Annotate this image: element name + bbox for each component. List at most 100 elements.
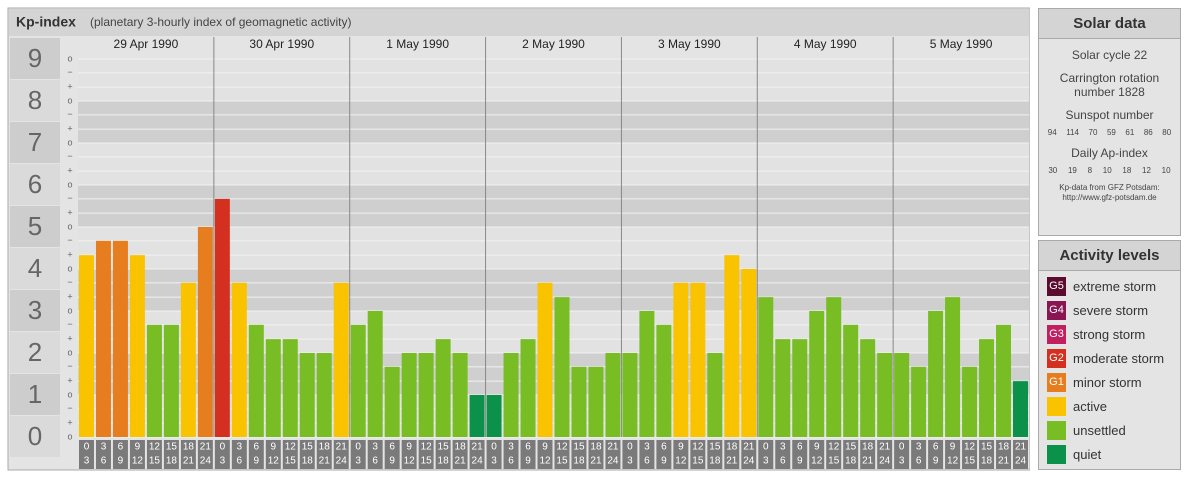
hour-box	[299, 440, 315, 469]
hour-from: 0	[491, 442, 497, 453]
hour-box	[95, 440, 111, 469]
hour-box	[384, 440, 400, 469]
hour-to: 15	[556, 456, 568, 467]
bar	[605, 353, 621, 437]
hour-from: 9	[678, 442, 684, 453]
sunspot-number: 94	[1047, 128, 1057, 137]
level-label: strong storm	[1073, 327, 1146, 342]
bar	[265, 339, 281, 437]
bar	[350, 324, 366, 437]
minor-tick-label: +	[67, 208, 72, 218]
minor-tick-label: −	[67, 361, 72, 371]
hour-to: 9	[661, 456, 667, 467]
level-item: G2 moderate storm	[1047, 348, 1172, 369]
hour-box	[486, 440, 502, 469]
hour-to: 15	[285, 456, 297, 467]
hour-from: 6	[661, 442, 667, 453]
level-swatch: G3	[1047, 325, 1066, 344]
hour-box	[877, 440, 893, 469]
hour-box	[333, 440, 349, 469]
hour-to: 18	[166, 456, 178, 467]
y-label-box	[10, 332, 60, 373]
hour-from: 18	[862, 442, 874, 453]
hour-from: 6	[389, 442, 395, 453]
bar	[979, 339, 995, 437]
hour-box	[112, 440, 128, 469]
level-label: severe storm	[1073, 303, 1149, 318]
level-item: active	[1047, 396, 1172, 417]
level-swatch	[1047, 445, 1066, 464]
hour-box	[520, 440, 536, 469]
day-header-bar	[78, 37, 1029, 52]
level-label: minor storm	[1073, 375, 1142, 390]
hour-from: 9	[814, 442, 820, 453]
hour-to: 12	[675, 456, 687, 467]
hour-to: 24	[200, 456, 212, 467]
bar	[163, 324, 179, 437]
level-item: quiet	[1047, 444, 1172, 465]
hour-box	[367, 440, 383, 469]
level-badge: G5	[1049, 280, 1064, 292]
hour-to: 12	[811, 456, 823, 467]
hour-box	[707, 440, 723, 469]
hour-from: 0	[84, 442, 90, 453]
ap-value: 30	[1048, 166, 1058, 175]
bar	[435, 339, 451, 437]
minor-tick-label: o	[67, 389, 72, 399]
hour-from: 12	[421, 442, 433, 453]
ap-row: 30 19 8 10 18 12 10	[1039, 166, 1180, 175]
hour-to: 3	[220, 456, 226, 467]
solar-cycle: Solar cycle 22	[1071, 48, 1148, 62]
hour-to: 12	[268, 456, 280, 467]
hour-box	[231, 440, 247, 469]
bar	[469, 395, 485, 437]
hour-from: 15	[166, 442, 178, 453]
level-badge: G4	[1049, 304, 1064, 316]
hour-box	[452, 440, 468, 469]
ap-value: 8	[1087, 166, 1093, 175]
hour-to: 15	[149, 456, 161, 467]
bar	[520, 339, 536, 437]
level-label: unsettled	[1073, 423, 1126, 438]
levels-panel: Activity levels G5 extreme storm G4 severe …	[1038, 240, 1181, 470]
hour-box	[588, 440, 604, 469]
sunspot-row: 94 114 70 59 61 86 80	[1039, 128, 1180, 137]
hour-from: 12	[556, 442, 568, 453]
bar	[707, 353, 723, 437]
hour-from: 18	[183, 442, 195, 453]
bar	[79, 255, 94, 437]
minor-tick-label: −	[67, 67, 72, 77]
hour-box	[401, 440, 417, 469]
minor-tick-label: o	[67, 305, 72, 315]
hour-box	[894, 440, 910, 469]
level-item: unsettled	[1047, 420, 1172, 441]
hour-from: 3	[916, 442, 922, 453]
hour-from: 12	[828, 442, 840, 453]
hour-box	[197, 440, 213, 469]
bar	[214, 198, 230, 437]
hour-from: 15	[302, 442, 314, 453]
level-swatch	[1047, 421, 1066, 440]
y-tick-label: 5	[28, 211, 42, 241]
hour-to: 15	[421, 456, 433, 467]
level-item: G5 extreme storm	[1047, 276, 1172, 297]
minor-tick-label: −	[67, 109, 72, 119]
hour-from: 9	[271, 442, 277, 453]
levels-title: Activity levels	[1039, 241, 1180, 271]
bar	[1013, 381, 1028, 437]
hour-from: 18	[455, 442, 467, 453]
level-swatch: G5	[1047, 277, 1066, 296]
grid-band	[78, 185, 1029, 227]
hour-from: 21	[200, 442, 212, 453]
bar	[894, 353, 910, 437]
ap-value: 19	[1067, 166, 1077, 175]
source-text: Kp-data from GFZ Potsdam:	[1059, 183, 1160, 192]
hour-from: 9	[950, 442, 956, 453]
minor-tick-label: +	[67, 124, 72, 134]
sunspot-number: 80	[1162, 128, 1172, 137]
hour-box	[622, 440, 638, 469]
hour-box	[928, 440, 944, 469]
minor-tick-label: +	[67, 334, 72, 344]
y-tick-label: 4	[28, 253, 42, 283]
hour-box	[758, 440, 774, 469]
